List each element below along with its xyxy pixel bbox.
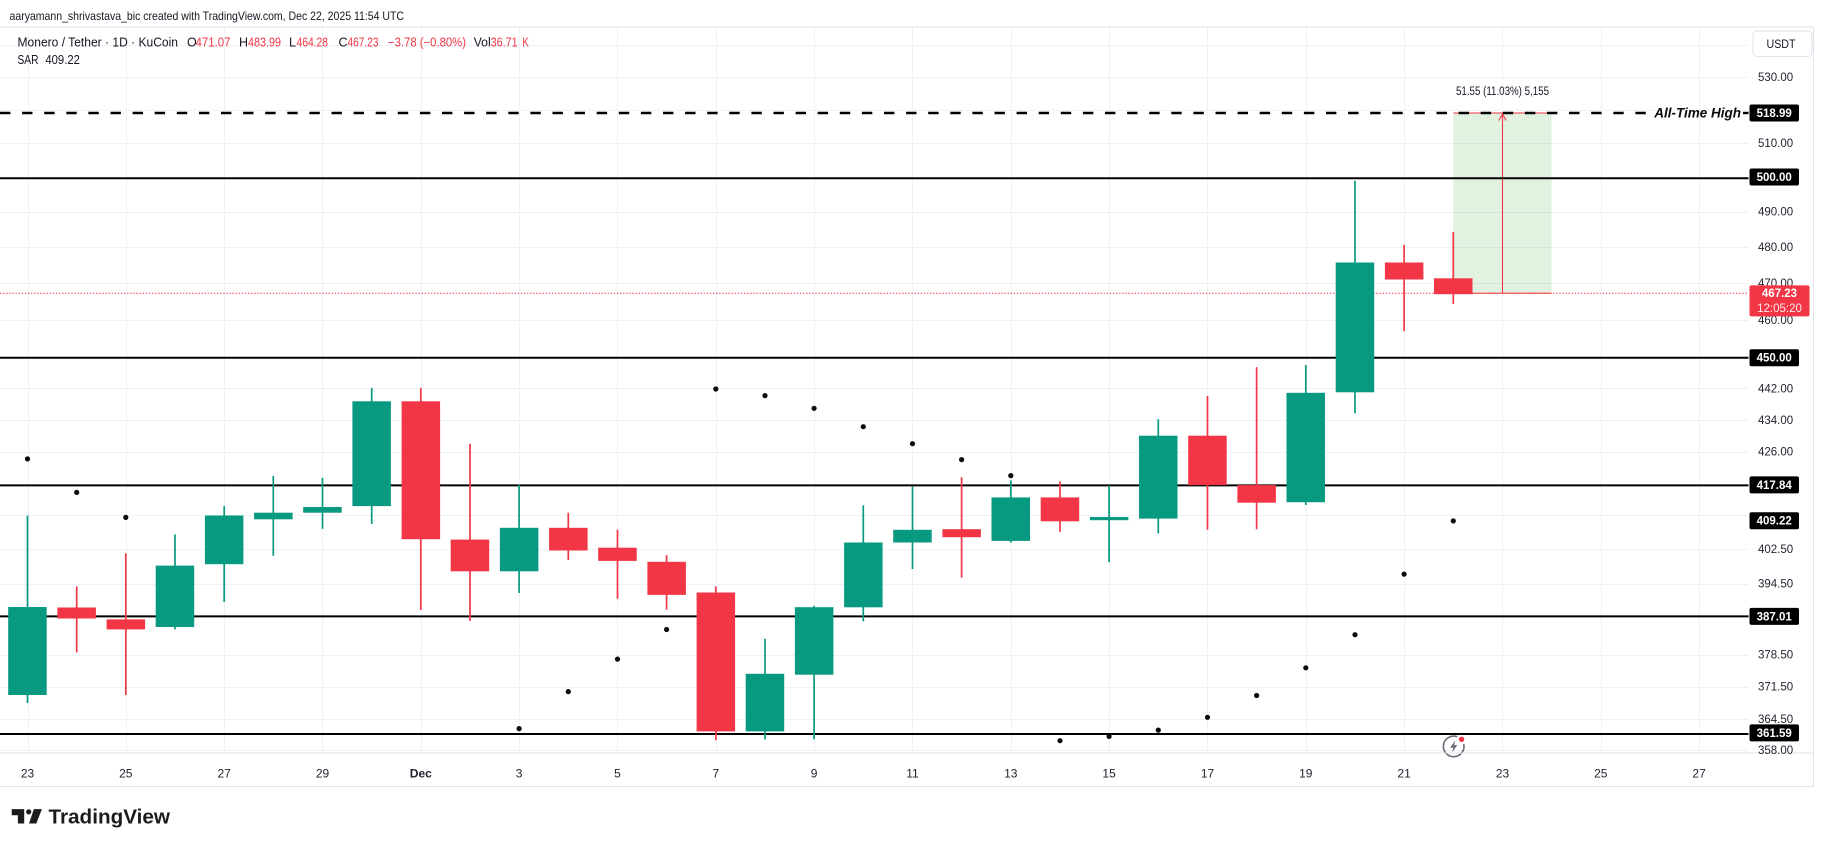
svg-text:480.00: 480.00: [1758, 242, 1793, 254]
svg-text:467.23: 467.23: [1762, 288, 1797, 300]
svg-text:13: 13: [1004, 767, 1018, 781]
svg-text:19: 19: [1299, 767, 1313, 781]
svg-text:11: 11: [906, 767, 919, 781]
svg-text:aaryamann_shrivastava_bic crea: aaryamann_shrivastava_bic created with T…: [10, 9, 405, 23]
svg-text:417.84: 417.84: [1757, 480, 1793, 492]
svg-text:TradingView: TradingView: [49, 807, 171, 829]
svg-text:500.00: 500.00: [1757, 172, 1792, 184]
svg-text:510.00: 510.00: [1758, 138, 1793, 150]
svg-text:23: 23: [21, 767, 35, 781]
svg-text:21: 21: [1397, 767, 1411, 781]
svg-text:442.00: 442.00: [1758, 384, 1793, 396]
svg-text:490.00: 490.00: [1758, 207, 1793, 219]
svg-text:23: 23: [1496, 767, 1510, 781]
svg-text:3: 3: [516, 767, 523, 781]
svg-text:387.01: 387.01: [1757, 611, 1793, 623]
svg-text:25: 25: [1594, 767, 1608, 781]
svg-text:371.50: 371.50: [1758, 682, 1793, 694]
svg-text:378.50: 378.50: [1758, 650, 1793, 662]
svg-text:5: 5: [614, 767, 621, 781]
svg-text:426.00: 426.00: [1758, 447, 1793, 459]
svg-text:51.55 (11.03%) 5,155: 51.55 (11.03%) 5,155: [1456, 86, 1549, 98]
svg-text:402.50: 402.50: [1758, 544, 1793, 556]
svg-text:27: 27: [1692, 767, 1706, 781]
svg-text:12:05:20: 12:05:20: [1757, 303, 1802, 315]
svg-text:All-Time High: All-Time High: [1653, 106, 1741, 121]
svg-text:358.00: 358.00: [1758, 745, 1793, 757]
svg-text:9: 9: [811, 767, 818, 781]
svg-text:USDT: USDT: [1767, 37, 1797, 51]
svg-text:361.59: 361.59: [1757, 728, 1792, 740]
svg-text:518.99: 518.99: [1757, 108, 1792, 120]
svg-text:530.00: 530.00: [1758, 72, 1793, 84]
svg-text:394.50: 394.50: [1758, 579, 1793, 591]
svg-text:450.00: 450.00: [1757, 353, 1792, 365]
svg-text:25: 25: [119, 767, 133, 781]
svg-text:434.00: 434.00: [1758, 415, 1793, 427]
svg-text:29: 29: [316, 767, 330, 781]
svg-text:17: 17: [1201, 767, 1215, 781]
svg-text:27: 27: [218, 767, 232, 781]
svg-text:15: 15: [1102, 767, 1116, 781]
svg-text:409.22: 409.22: [1757, 516, 1792, 528]
svg-text:460.00: 460.00: [1758, 315, 1793, 327]
svg-text:Dec: Dec: [410, 767, 432, 781]
svg-text:364.50: 364.50: [1758, 714, 1793, 726]
svg-text:7: 7: [712, 767, 719, 781]
